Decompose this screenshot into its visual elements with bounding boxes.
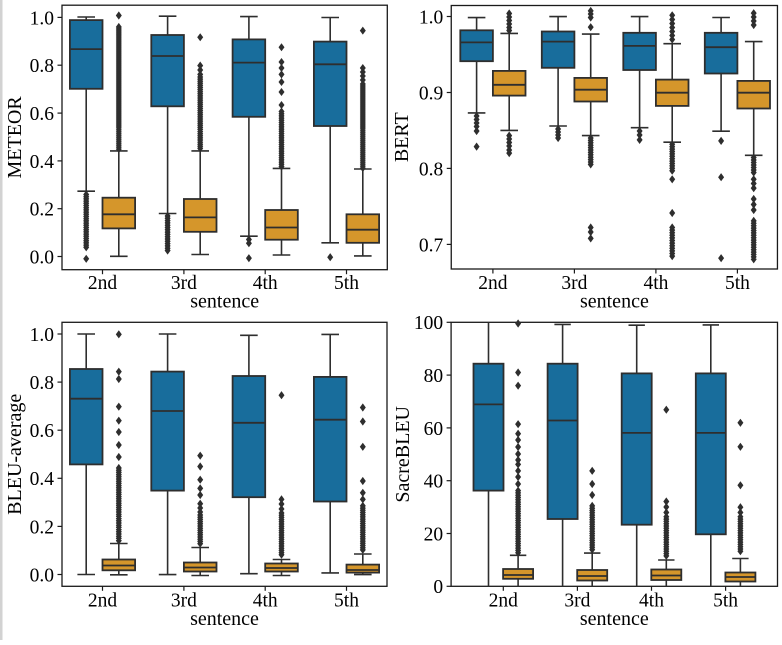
svg-text:BERT: BERT bbox=[391, 112, 413, 162]
svg-text:100: 100 bbox=[414, 313, 443, 334]
svg-text:BLEU-average: BLEU-average bbox=[4, 394, 26, 515]
svg-text:5th: 5th bbox=[725, 273, 750, 294]
svg-text:0.0: 0.0 bbox=[30, 247, 54, 268]
svg-text:sentence: sentence bbox=[190, 608, 259, 630]
svg-text:SacreBLEU: SacreBLEU bbox=[392, 405, 414, 502]
svg-text:0.2: 0.2 bbox=[30, 200, 54, 221]
svg-text:2nd: 2nd bbox=[88, 273, 118, 294]
svg-text:5th: 5th bbox=[334, 273, 359, 294]
svg-text:0.0: 0.0 bbox=[30, 565, 54, 586]
svg-text:4th: 4th bbox=[253, 591, 278, 612]
svg-text:0.2: 0.2 bbox=[30, 517, 54, 538]
svg-text:0.7: 0.7 bbox=[419, 235, 444, 256]
svg-text:4th: 4th bbox=[253, 273, 278, 294]
svg-text:3rd: 3rd bbox=[171, 273, 197, 294]
svg-text:3rd: 3rd bbox=[171, 591, 197, 612]
svg-text:60: 60 bbox=[424, 419, 444, 440]
svg-text:0.9: 0.9 bbox=[419, 83, 443, 104]
svg-text:80: 80 bbox=[424, 366, 444, 387]
svg-text:0: 0 bbox=[433, 577, 443, 598]
svg-text:0.6: 0.6 bbox=[30, 421, 55, 442]
svg-text:0.8: 0.8 bbox=[30, 56, 54, 77]
svg-text:40: 40 bbox=[424, 472, 444, 493]
svg-text:4th: 4th bbox=[639, 591, 664, 612]
svg-text:sentence: sentence bbox=[580, 608, 649, 630]
svg-text:5th: 5th bbox=[713, 591, 738, 612]
svg-text:0.8: 0.8 bbox=[419, 159, 443, 180]
svg-text:20: 20 bbox=[424, 524, 444, 545]
svg-text:3rd: 3rd bbox=[564, 591, 590, 612]
svg-text:1.0: 1.0 bbox=[30, 8, 54, 29]
svg-text:0.6: 0.6 bbox=[30, 104, 55, 125]
svg-text:5th: 5th bbox=[334, 591, 359, 612]
svg-text:sentence: sentence bbox=[190, 291, 259, 313]
svg-text:1.0: 1.0 bbox=[419, 7, 443, 28]
svg-text:1.0: 1.0 bbox=[30, 325, 54, 346]
svg-text:0.8: 0.8 bbox=[30, 373, 54, 394]
svg-text:4th: 4th bbox=[643, 273, 668, 294]
svg-text:0.4: 0.4 bbox=[30, 152, 55, 173]
svg-text:2nd: 2nd bbox=[478, 273, 508, 294]
svg-text:3rd: 3rd bbox=[561, 273, 587, 294]
svg-text:2nd: 2nd bbox=[88, 591, 118, 612]
svg-text:2nd: 2nd bbox=[489, 591, 519, 612]
svg-text:METEOR: METEOR bbox=[4, 96, 26, 179]
svg-text:sentence: sentence bbox=[580, 291, 649, 313]
svg-text:0.4: 0.4 bbox=[30, 469, 55, 490]
